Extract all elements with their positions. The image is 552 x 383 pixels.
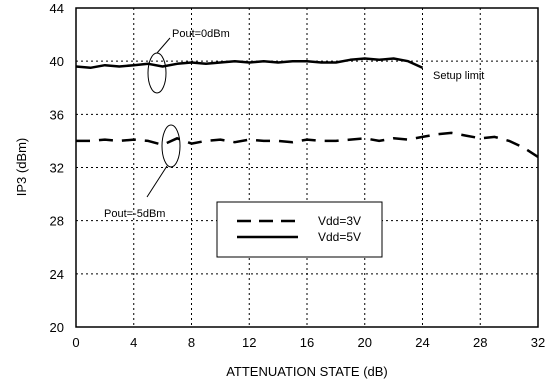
annotation-pout0: Pout=0dBm: [147, 28, 230, 94]
x-tick-label: 20: [358, 335, 372, 350]
setup-limit-label: Setup limit: [433, 70, 484, 82]
legend-label-3v: Vdd=3V: [318, 214, 361, 228]
y-axis-label: IP3 (dBm): [14, 138, 29, 197]
annotation-pout5: Pout=-5dBm: [104, 124, 181, 220]
x-tick-label: 4: [130, 335, 137, 350]
y-tick-label: 24: [50, 267, 64, 282]
legend: Vdd=3V Vdd=5V: [216, 201, 383, 258]
y-tick-label: 40: [50, 54, 64, 69]
y-tick-label: 44: [50, 1, 64, 16]
x-axis-label: ATTENUATION STATE (dB): [226, 364, 388, 379]
series-line-5v: [75, 57, 424, 70]
x-tick-label: 24: [415, 335, 429, 350]
x-tick-label: 32: [531, 335, 545, 350]
pout5-ellipse: [161, 124, 181, 168]
series-line-3v: [76, 131, 539, 158]
series-lines: [75, 57, 539, 158]
pout0-leader: [156, 37, 171, 54]
legend-box: [216, 201, 383, 258]
tick-labels: 0 4 8 12 16 20 24 28 32 20 24 28 32 36 40 44: [50, 1, 546, 350]
x-tick-label: 0: [72, 335, 79, 350]
pout5-label: Pout=-5dBm: [104, 208, 165, 220]
y-tick-label: 20: [50, 320, 64, 335]
pout5-leader: [146, 165, 168, 198]
y-tick-label: 28: [50, 214, 64, 229]
x-tick-label: 12: [242, 335, 256, 350]
x-tick-label: 28: [473, 335, 487, 350]
pout0-label: Pout=0dBm: [172, 28, 230, 40]
x-tick-label: 16: [300, 335, 314, 350]
x-tick-label: 8: [188, 335, 195, 350]
legend-label-5v: Vdd=5V: [318, 230, 361, 244]
y-tick-label: 36: [50, 107, 64, 122]
y-tick-label: 32: [50, 161, 64, 176]
grid-lines: [76, 8, 538, 327]
plot-frame: [75, 7, 539, 328]
